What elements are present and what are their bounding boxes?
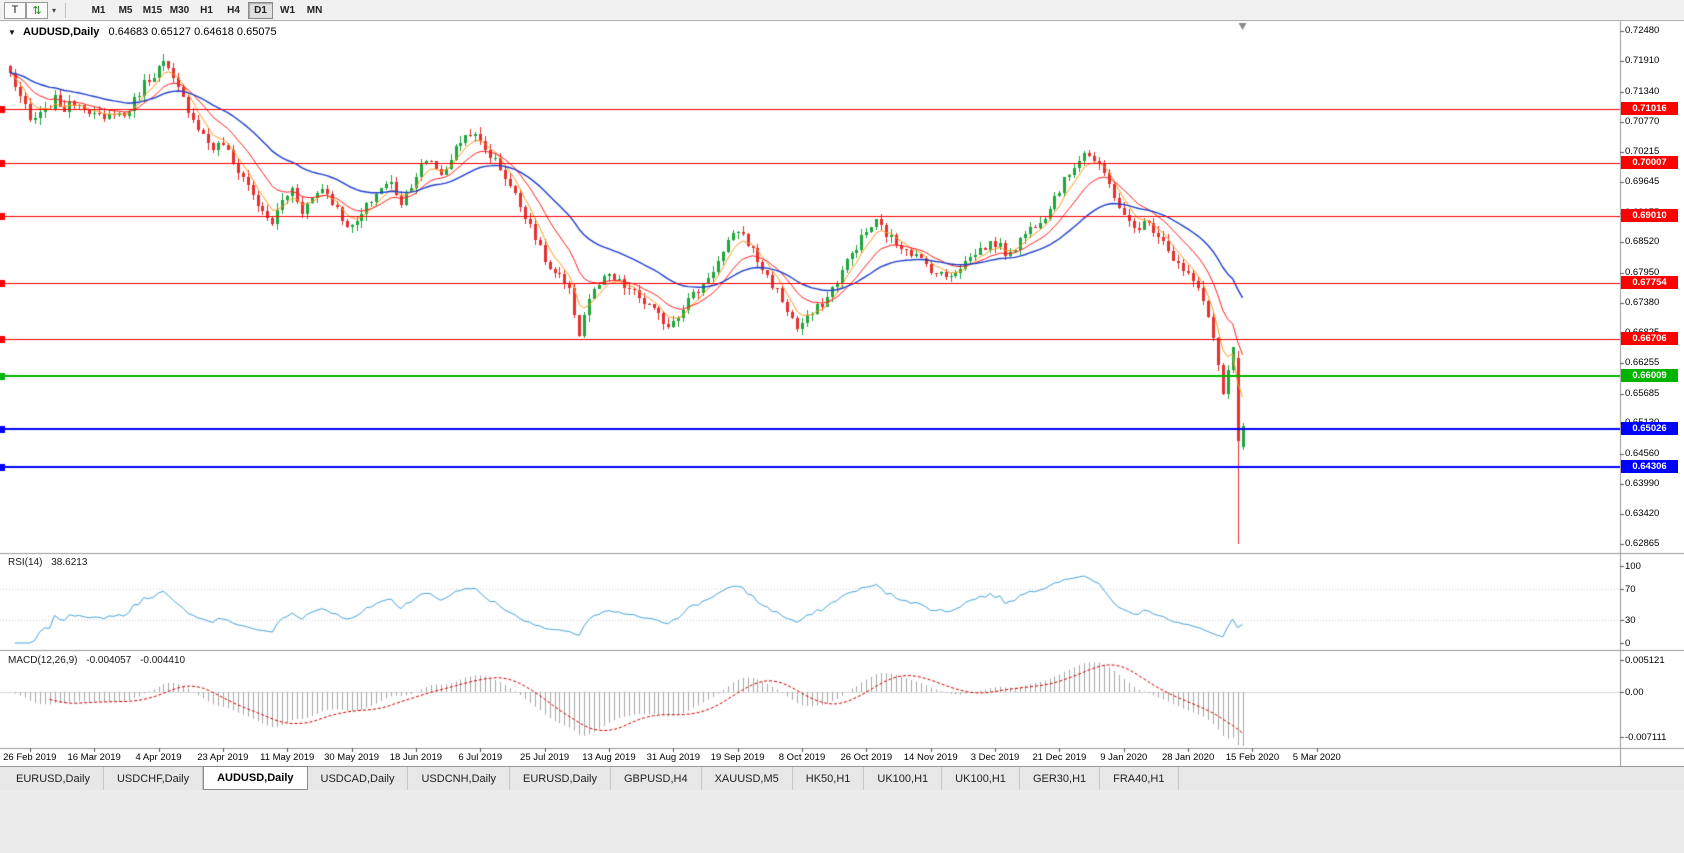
symbol-label: AUDUSD,Daily	[22, 26, 100, 38]
chart-tab-1-usdchf-daily[interactable]: USDCHF,Daily	[103, 767, 204, 790]
timeframe-button-h4[interactable]: H4	[227, 4, 240, 16]
date-axis-label: 14 Nov 2019	[903, 752, 958, 763]
hline-price-tag: 0.64306	[1621, 460, 1678, 474]
price-axis-label: 0.70770	[1625, 116, 1660, 128]
t-tool-icon: T	[11, 4, 19, 16]
chart-tab-9-uk100-h1[interactable]: UK100,H1	[864, 767, 943, 790]
date-axis-label: 16 Mar 2019	[67, 752, 121, 763]
macd-signal-value: -0.004410	[140, 655, 186, 666]
rsi-indicator-value: 38.6213	[51, 557, 88, 568]
chart-tab-5-eurusd-daily[interactable]: EURUSD,Daily	[510, 767, 611, 790]
chart-tab-8-hk50-h1[interactable]: HK50,H1	[792, 767, 865, 790]
chart-tab-3-usdcad-daily[interactable]: USDCAD,Daily	[307, 767, 409, 790]
date-axis-label: 21 Dec 2019	[1032, 752, 1087, 763]
price-axis-label: 0.68520	[1625, 236, 1660, 248]
chart-title: ▼ AUDUSD,Daily 0.64683 0.65127 0.64618 0…	[8, 26, 277, 38]
price-axis-label: 0.63420	[1625, 508, 1660, 520]
macd-axis-label: 0.005121	[1625, 654, 1665, 666]
timeframe-button-m30[interactable]: M30	[169, 4, 190, 16]
timeframe-button-w1[interactable]: W1	[280, 4, 296, 16]
rsi-axis-label: 30	[1625, 614, 1636, 626]
date-axis-label: 5 Mar 2020	[1292, 752, 1341, 763]
cursor-tool-button[interactable]: ⇅	[26, 1, 48, 19]
date-axis-label: 23 Apr 2019	[197, 752, 249, 763]
date-axis[interactable]: 26 Feb 2019 16 Mar 2019 4 Apr 2019 23 Apr 2…	[0, 748, 1620, 766]
chart-tab-6-gbpusd-h4[interactable]: GBPUSD,H4	[611, 767, 702, 790]
date-axis-label: 28 Jan 2020	[1161, 752, 1215, 763]
timeframe-button-m15[interactable]: M15	[142, 4, 163, 16]
chart-tab-2-audusd-daily[interactable]: AUDUSD,Daily	[203, 766, 308, 790]
hline-price-tag: 0.67754	[1621, 276, 1678, 290]
timeframe-button-mn[interactable]: MN	[306, 4, 323, 16]
price-axis-label: 0.67950	[1625, 266, 1660, 278]
chart-tab-4-usdcnh-daily[interactable]: USDCNH,Daily	[408, 767, 511, 790]
macd-axis-label: -0.007111	[1625, 731, 1667, 743]
price-axis-label: 0.63990	[1625, 477, 1660, 489]
toolbar: T ⇅ ▾ M1 M5 M15 M30 H1 H4 D1 W1 MN	[0, 0, 1684, 21]
macd-indicator-name: MACD(12,26,9)	[8, 655, 78, 666]
chevron-down-icon[interactable]: ▾	[52, 5, 57, 15]
hline-price-tag: 0.71016	[1621, 102, 1678, 116]
date-axis-label: 19 Sep 2019	[710, 752, 765, 763]
date-axis-label: 18 Jun 2019	[389, 752, 443, 763]
date-axis-label: 31 Aug 2019	[646, 752, 700, 763]
t-tool-button[interactable]: T	[4, 1, 26, 19]
hline-price-tag: 0.66706	[1621, 332, 1678, 346]
chart-tab-11-ger30-h1[interactable]: GER30,H1	[1019, 767, 1101, 790]
macd-axis-label: 0.00	[1625, 687, 1644, 698]
date-axis-label: 9 Jan 2020	[1100, 752, 1148, 763]
date-axis-label: 15 Feb 2020	[1225, 752, 1280, 763]
chart-tab-bar: EURUSD,Daily USDCHF,Daily AUDUSD,Daily USDC…	[0, 766, 1684, 790]
price-axis-label: 0.70215	[1625, 145, 1660, 157]
toolbar-separator	[65, 2, 67, 18]
timeframe-group: M1 M5 M15 M30 H1 H4 D1 W1 MN	[85, 1, 328, 19]
date-axis-label: 4 Apr 2019	[135, 752, 182, 763]
date-axis-label: 30 May 2019	[324, 752, 380, 763]
timeframe-button-m1[interactable]: M1	[91, 4, 106, 16]
hline-price-tag: 0.70007	[1621, 155, 1678, 169]
hline-price-tag: 0.65026	[1621, 421, 1678, 435]
date-axis-label: 25 Jul 2019	[520, 752, 570, 763]
price-axis-label: 0.64560	[1625, 447, 1660, 459]
rsi-panel-label: RSI(14) 38.6213	[8, 557, 93, 568]
timeframe-button-m5[interactable]: M5	[118, 4, 133, 16]
date-axis-label: 6 Jul 2019	[458, 752, 503, 763]
price-axis-label: 0.71910	[1625, 55, 1660, 67]
chart-tab-7-xauusd-m5[interactable]: XAUUSD,M5	[701, 767, 793, 790]
price-axis-label: 0.62865	[1625, 538, 1660, 549]
price-axis-label: 0.71340	[1625, 85, 1660, 97]
chart-tab-10-uk100-h1[interactable]: UK100,H1	[942, 767, 1020, 790]
price-axis-label: 0.66255	[1625, 357, 1660, 369]
window-bottom-area	[0, 790, 1684, 853]
date-axis-label: 26 Oct 2019	[840, 752, 893, 763]
rsi-indicator-name: RSI(14)	[8, 557, 43, 568]
rsi-axis-label: 70	[1625, 583, 1636, 595]
chart-tab-0-eurusd-daily[interactable]: EURUSD,Daily	[3, 767, 104, 790]
rsi-axis-label: 100	[1625, 560, 1641, 572]
date-axis-label: 3 Dec 2019	[970, 752, 1020, 763]
ohlc-values: 0.64683 0.65127 0.64618 0.65075	[108, 26, 277, 38]
price-axis-label: 0.67380	[1625, 297, 1660, 309]
hline-price-tag: 0.69010	[1621, 209, 1678, 223]
chart-tab-12-fra40-h1[interactable]: FRA40,H1	[1100, 767, 1179, 790]
price-axis-label: 0.69645	[1625, 176, 1660, 188]
price-axis-label: 0.65685	[1625, 387, 1660, 399]
date-axis-label: 11 May 2019	[260, 752, 315, 763]
price-axis-label: 0.72480	[1625, 25, 1660, 36]
date-axis-label: 8 Oct 2019	[778, 752, 826, 763]
symbol-dropdown-icon[interactable]: ▼	[8, 28, 16, 37]
rsi-axis-label: 0	[1625, 638, 1631, 649]
arrows-icon: ⇅	[32, 4, 42, 17]
macd-main-value: -0.004057	[86, 655, 132, 666]
date-axis-label: 26 Feb 2019	[3, 752, 57, 763]
hline-price-tag: 0.66009	[1621, 369, 1678, 383]
macd-panel-label: MACD(12,26,9) -0.004057 -0.004410	[8, 655, 191, 666]
timeframe-button-d1[interactable]: D1	[248, 1, 274, 19]
date-axis-label: 13 Aug 2019	[582, 752, 636, 763]
timeframe-button-h1[interactable]: H1	[200, 4, 213, 16]
